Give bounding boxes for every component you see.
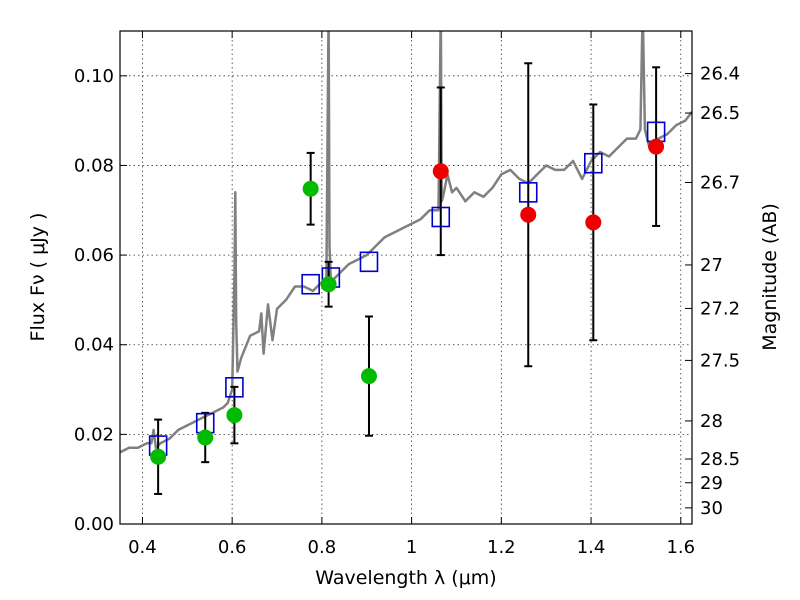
y-tick-label: 0.04	[74, 335, 114, 356]
right-tick-label: 30	[700, 498, 723, 519]
x-tick-label: 1	[406, 537, 417, 558]
green-data-point	[226, 407, 243, 424]
model-square-point	[431, 206, 451, 228]
spectrum-line	[120, 31, 692, 454]
y-tick-label: 0.06	[74, 245, 114, 266]
plot-area	[120, 31, 692, 495]
right-tick-label: 26.4	[700, 64, 740, 85]
red-data-point	[432, 163, 449, 180]
model-square-point	[301, 273, 320, 295]
x-tick-label: 1.6	[666, 537, 695, 558]
y-tick-label: 0.08	[74, 155, 114, 176]
right-tick-label: 29	[700, 473, 723, 494]
x-axis-label: Wavelength λ (μm)	[315, 567, 496, 589]
green-data-point	[150, 448, 167, 465]
red-data-point	[648, 138, 665, 155]
y-tick-label: 0.00	[74, 514, 114, 535]
green-data-point	[197, 429, 214, 446]
y-tick-label: 0.02	[74, 424, 114, 445]
right-tick-label: 27.5	[700, 350, 740, 371]
y-axis-label: Flux Fν ( μJy )	[27, 213, 49, 342]
red-data-point	[520, 206, 537, 223]
right-tick-label: 28	[700, 411, 723, 432]
right-tick-label: 27	[700, 255, 723, 276]
x-tick-label: 0.6	[218, 537, 247, 558]
right-tick-label: 28.5	[700, 449, 740, 470]
right-tick-label: 26.5	[700, 103, 740, 124]
ticks: 0.4 0.6 0.8 1 1.2 1.4 1.6 0.00 0.02 0.04 0.06 0.08 0…	[74, 31, 740, 558]
right-tick-label: 27.2	[700, 298, 740, 319]
plot-frame	[119, 30, 693, 525]
model-square-point	[225, 377, 244, 398]
x-tick-label: 1.2	[487, 537, 516, 558]
y-tick-label: 0.10	[74, 66, 114, 87]
grid	[120, 31, 692, 525]
x-tick-label: 0.4	[128, 537, 157, 558]
right-axis-label: Magnitude (AB)	[759, 203, 781, 351]
green-data-point	[360, 368, 377, 385]
x-tick-label: 0.8	[308, 537, 337, 558]
model-square-point	[359, 251, 379, 273]
model-square-point	[584, 152, 603, 174]
x-tick-label: 1.4	[577, 537, 606, 558]
red-data-point	[585, 214, 602, 231]
green-data-point	[320, 276, 337, 293]
green-data-point	[302, 180, 319, 197]
right-tick-label: 26.7	[700, 172, 740, 193]
model-square-point	[518, 182, 538, 203]
